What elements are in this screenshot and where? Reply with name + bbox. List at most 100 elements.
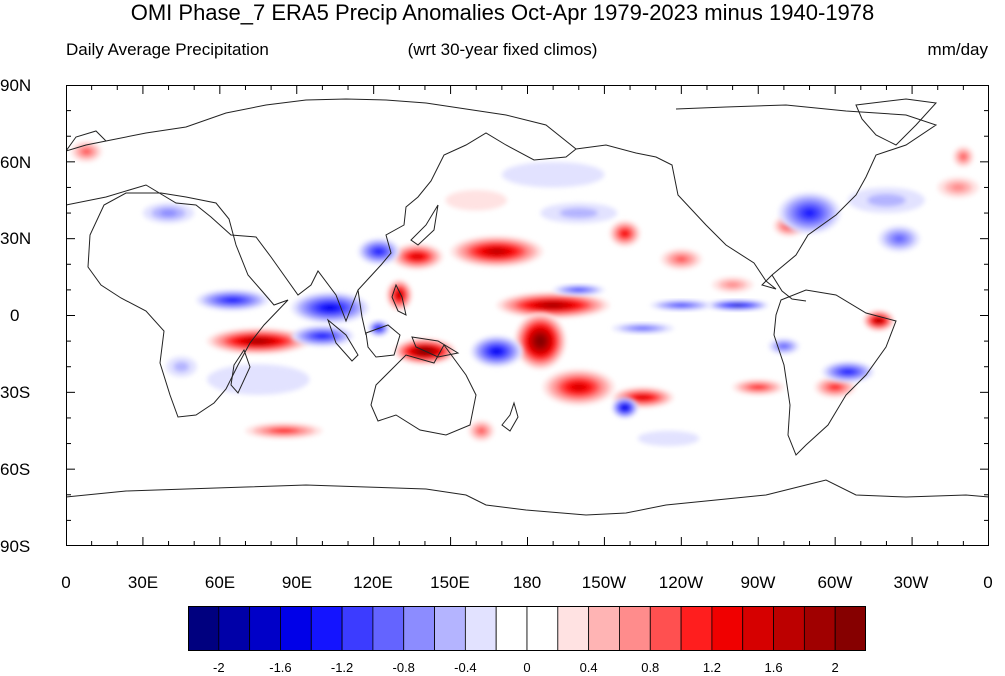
anomaly-blob [814,376,856,398]
coastline-eurasia [66,98,577,323]
anomaly-contour [638,395,648,399]
anomaly-contour [226,298,239,302]
anomaly-contour [501,161,605,188]
anomaly-contour [82,149,91,155]
colorbar-box [680,606,713,651]
anomaly-blob [953,146,974,167]
coastline-central-america [771,274,807,302]
colorbar-label: 0.8 [641,660,660,675]
anomaly-blob [706,300,769,311]
colorbar-frame [188,606,866,651]
anomaly-blob [245,423,323,439]
precip-anomaly-map [66,85,989,546]
colorbar-label: -0.4 [454,660,477,675]
anomaly-blob [471,335,523,367]
anomaly-contour [537,338,543,344]
lon-label-150w: 150W [581,573,627,592]
anomaly-blob [291,325,354,347]
anomaly-blob [71,141,102,162]
lat-label-90s: 90S [0,537,31,556]
lon-label-120w: 120W [658,573,704,592]
anomaly-contour [843,370,853,374]
colorbar [188,606,866,651]
colorbar-label: 1.6 [764,660,783,675]
anomaly-blob [542,369,615,406]
lat-label-60n: 60N [0,153,32,172]
anomaly-blob [937,177,979,198]
colorbar-label: -1.6 [269,660,292,675]
colorbar-box [188,606,220,651]
anomaly-blob [450,236,543,267]
lat-label-0: 0 [10,306,20,325]
anomaly-blob [712,277,754,293]
anomaly-contour [877,319,881,323]
coastline-newguinea [411,336,460,358]
coastlines [66,98,989,516]
anomaly-contour [375,249,383,254]
lon-label-0-right: 0 [983,573,993,592]
lat-label-30s: 30S [0,383,31,402]
anomaly-blob [165,356,197,377]
anomaly-blob [445,190,507,211]
colorbar-box [557,606,590,651]
coastline-philippines [391,283,407,316]
colorbar-box [619,606,651,651]
anomaly-blob [207,364,310,395]
anomaly-contour [725,282,740,288]
anomaly-blob [196,289,269,311]
anomaly-contour [675,303,688,307]
anomaly-contour [160,209,178,217]
coastline-australia [370,344,477,436]
lon-label-30e: 30E [127,573,159,592]
lon-label-90e: 90E [281,573,313,592]
anomaly-blob [778,192,841,234]
anomaly-contour [493,349,501,354]
colorbar-box [526,606,559,651]
coastline-europe-north [66,130,107,152]
anomaly-blob [612,397,638,418]
lon-label-0-left: 0 [61,573,71,592]
anomaly-contour [831,385,840,390]
colorbar-label: -0.8 [392,660,415,675]
subtitle-center: (wrt 30-year fixed climos) [407,40,598,59]
anomaly-blob [358,238,400,265]
lon-label-90w: 90W [740,573,776,592]
colorbar-label: 2 [831,660,839,675]
colorbar-box [310,606,343,651]
coastline-newzealand [501,401,519,432]
colorbar-box [434,606,466,651]
colorbar-box [834,606,866,651]
anomaly-blob [768,338,800,354]
anomaly-blob [847,187,925,214]
anomaly-blob [207,328,310,354]
colorbar-box [588,606,620,651]
lon-label-60w: 60W [817,573,853,592]
anomaly-contour [546,303,560,307]
axis-ticks [66,85,989,546]
anomaly-contour [252,339,264,343]
colorbar-box [649,606,682,651]
lat-label-60s: 60S [0,460,31,479]
anomaly-blob [291,292,369,324]
lon-label-120e: 120E [353,573,393,592]
colorbar-box [711,606,744,651]
anomaly-blob [637,430,700,447]
coastline-north-america [575,104,938,290]
anomaly-contour [207,364,310,395]
lat-label-30n: 30N [0,229,32,248]
lon-label-30w: 30W [893,573,929,592]
colorbar-box [280,606,312,651]
anomaly-contour [276,429,292,433]
anomaly-blob [878,225,920,252]
coastline-sumatra [326,318,359,362]
anomaly-contour [623,406,627,410]
anomaly-blob [386,279,413,311]
anomaly-blob [553,284,605,296]
anomaly-contour [478,428,485,434]
colorbar-label: 0.4 [579,660,598,675]
colorbar-box [341,606,374,651]
anomaly-field [71,141,979,447]
anomaly-contour [490,249,503,254]
colorbar-box [495,606,528,651]
anomaly-blob [391,243,443,270]
